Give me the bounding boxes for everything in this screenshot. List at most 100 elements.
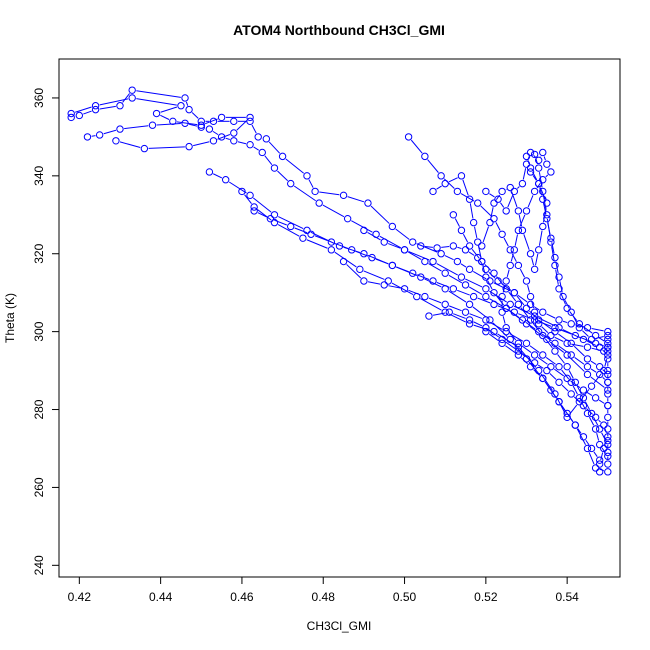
data-point <box>539 148 547 157</box>
series-segment <box>519 268 526 278</box>
data-point <box>262 135 271 143</box>
data-point <box>181 94 189 102</box>
data-point <box>595 440 604 449</box>
series-segment <box>538 320 552 327</box>
data-point <box>547 238 555 246</box>
data-point <box>490 288 498 297</box>
data-point <box>356 265 364 274</box>
series-segment <box>543 203 547 215</box>
series-segment <box>83 110 92 115</box>
data-point <box>587 409 596 418</box>
data-point <box>482 324 490 332</box>
data-point <box>604 460 612 468</box>
data-point <box>380 238 388 246</box>
data-point <box>360 226 368 235</box>
series-segment <box>416 274 430 280</box>
data-point <box>514 261 523 270</box>
data-point <box>600 421 608 429</box>
series-segment <box>593 451 598 457</box>
series-segment <box>176 121 198 126</box>
series-3 <box>67 94 254 153</box>
data-point <box>433 244 441 252</box>
data-point <box>543 214 551 223</box>
data-point <box>551 324 559 332</box>
series-segment <box>600 452 604 461</box>
series-segment <box>436 185 442 190</box>
data-point <box>595 362 604 371</box>
series-segment <box>490 207 494 219</box>
data-point <box>441 269 449 277</box>
data-point <box>221 176 230 184</box>
data-point <box>591 339 600 348</box>
data-point <box>579 433 588 441</box>
data-point <box>441 179 449 188</box>
series-segment <box>564 300 570 309</box>
data-point <box>587 335 596 344</box>
series-segment <box>576 428 586 445</box>
data-point <box>526 316 535 324</box>
y-axis: 240 260 280 300 320 340 360 <box>32 88 60 575</box>
series-segment <box>99 98 129 106</box>
series-segment <box>537 357 548 365</box>
series-segment <box>601 432 607 442</box>
data-point <box>498 292 506 301</box>
series-segment <box>593 373 602 384</box>
data-point <box>197 117 205 126</box>
series-segment <box>539 187 546 200</box>
data-point <box>534 316 543 324</box>
data-point <box>388 261 397 270</box>
series-segment <box>579 336 592 343</box>
series-segment <box>577 428 582 434</box>
data-point <box>380 281 388 289</box>
series-segment <box>554 336 564 342</box>
data-point <box>445 308 453 316</box>
data-point <box>591 394 600 402</box>
data-point <box>230 129 238 137</box>
data-point <box>600 444 608 453</box>
data-point <box>506 300 514 309</box>
data-point <box>539 187 547 196</box>
data-point <box>209 137 218 145</box>
data-point <box>441 300 449 309</box>
series-segment <box>471 248 480 259</box>
data-point <box>534 327 543 336</box>
series-segment <box>532 322 541 333</box>
series-segment <box>604 358 608 367</box>
series-segment <box>428 263 442 272</box>
data-point <box>510 288 519 297</box>
data-point <box>522 160 531 168</box>
data-point <box>482 265 490 274</box>
series-segment <box>457 246 462 250</box>
y-tick-label: 260 <box>32 477 46 497</box>
data-point <box>364 199 372 207</box>
series-segment <box>506 269 510 278</box>
data-point <box>604 335 612 344</box>
data-point <box>498 230 506 238</box>
series-segment <box>511 191 518 208</box>
data-point <box>339 257 348 266</box>
data-point <box>604 440 612 449</box>
data-point <box>502 207 510 215</box>
data-point <box>604 331 612 340</box>
data-point <box>421 152 429 161</box>
series-segment <box>424 278 442 288</box>
data-point <box>555 285 563 293</box>
series-segment <box>527 284 530 293</box>
data-point <box>307 230 315 238</box>
data-point <box>604 355 612 363</box>
series-segment <box>496 276 504 286</box>
series-segment <box>545 357 556 365</box>
series-segment <box>468 286 483 295</box>
data-point <box>530 308 539 316</box>
data-point <box>461 308 470 316</box>
series-segment <box>562 320 568 324</box>
data-point <box>547 234 555 242</box>
series-5 <box>482 148 612 410</box>
data-point <box>465 320 474 328</box>
series-segment <box>527 160 530 165</box>
series-segment <box>502 316 506 324</box>
data-point <box>526 148 535 157</box>
data-point <box>254 133 262 141</box>
series-segment <box>598 337 605 342</box>
series-segment <box>257 209 272 221</box>
